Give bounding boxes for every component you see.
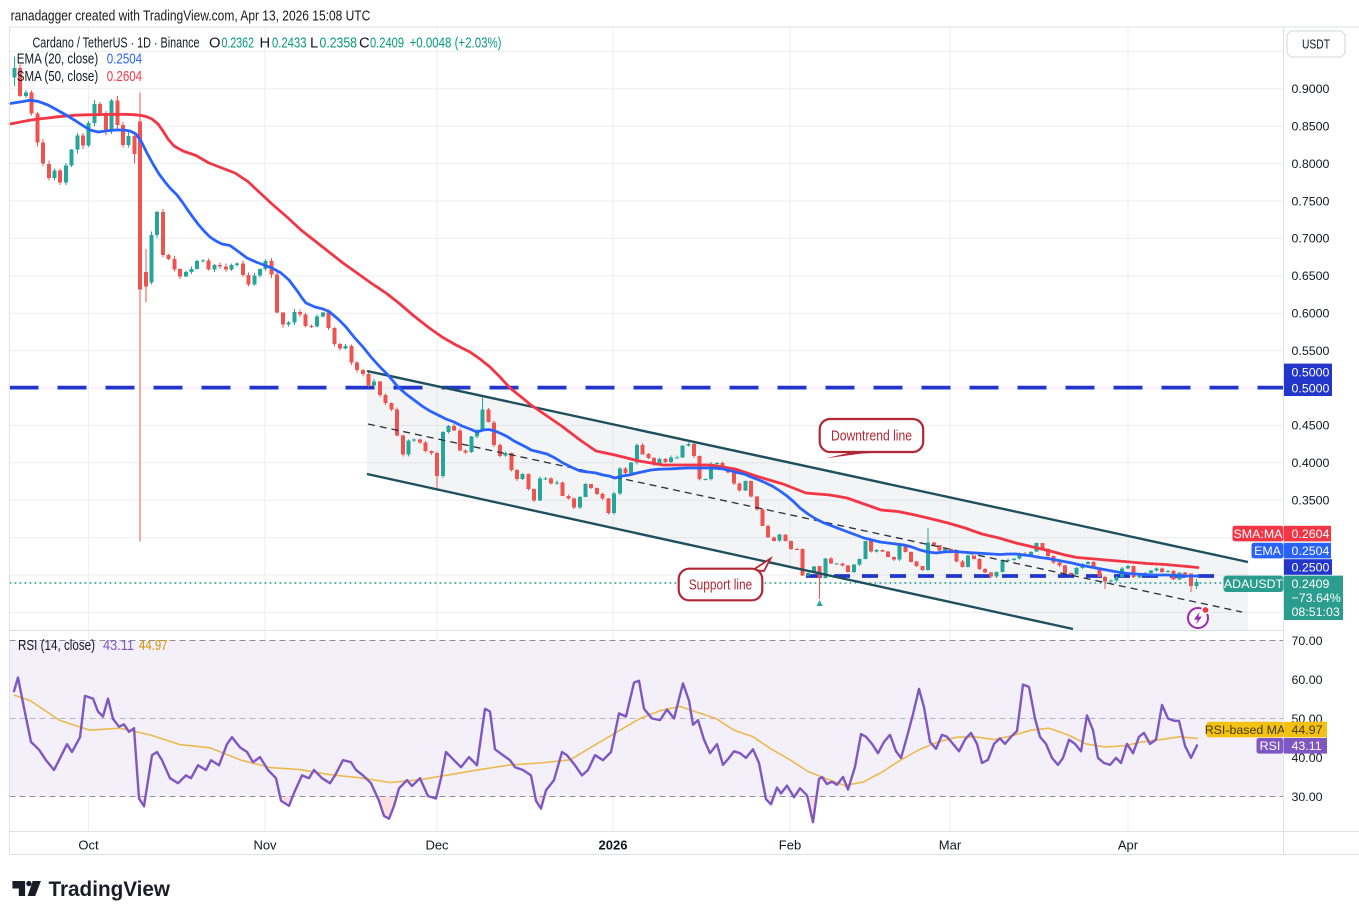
svg-text:Support line: Support line — [689, 578, 753, 594]
svg-text:ADAUSDT: ADAUSDT — [1224, 577, 1284, 591]
svg-text:2026: 2026 — [599, 837, 628, 852]
svg-text:0.8000: 0.8000 — [1292, 157, 1330, 171]
svg-text:08:51:03: 08:51:03 — [1292, 605, 1340, 619]
svg-text:0.2504: 0.2504 — [1292, 544, 1330, 558]
svg-text:0.6500: 0.6500 — [1292, 269, 1330, 283]
svg-text:Mar: Mar — [939, 837, 962, 852]
svg-text:RSI: RSI — [1260, 739, 1281, 753]
svg-text:Oct: Oct — [78, 837, 99, 852]
svg-text:0.7000: 0.7000 — [1292, 232, 1330, 246]
svg-text:0.7500: 0.7500 — [1292, 194, 1330, 208]
svg-text:0.5500: 0.5500 — [1292, 344, 1330, 358]
svg-text:60.00: 60.00 — [1292, 673, 1323, 687]
svg-text:SMA (50, close)0.2604: SMA (50, close) 0.2604 — [17, 69, 142, 85]
svg-text:0.4500: 0.4500 — [1292, 419, 1330, 433]
svg-text:Nov: Nov — [253, 837, 277, 852]
svg-text:30.00: 30.00 — [1292, 790, 1323, 804]
svg-text:0.2500: 0.2500 — [1292, 560, 1330, 574]
svg-text:Downtrend line: Downtrend line — [831, 429, 912, 445]
svg-text:0.6000: 0.6000 — [1292, 307, 1330, 321]
svg-text:70.00: 70.00 — [1292, 634, 1323, 648]
svg-text:0.4000: 0.4000 — [1292, 456, 1330, 470]
svg-text:Cardano / TetherUS · 1D · Bina: Cardano / TetherUS · 1D · Binance O0.2362… — [33, 35, 502, 51]
svg-text:0.5000: 0.5000 — [1292, 381, 1330, 395]
svg-text:RSI-based MA: RSI-based MA — [1205, 723, 1286, 737]
svg-text:0.8500: 0.8500 — [1292, 120, 1330, 134]
svg-text:TradingView: TradingView — [49, 877, 171, 901]
svg-text:USDT: USDT — [1302, 37, 1330, 52]
svg-text:0.2409: 0.2409 — [1292, 577, 1330, 591]
svg-text:0.5000: 0.5000 — [1292, 365, 1330, 379]
svg-text:0.9000: 0.9000 — [1292, 82, 1330, 96]
svg-text:Apr: Apr — [1118, 837, 1139, 852]
svg-text:44.97: 44.97 — [1292, 723, 1323, 737]
svg-text:Feb: Feb — [779, 837, 801, 852]
svg-text:ranadagger created with Tradin: ranadagger created with TradingView.com,… — [11, 8, 371, 24]
svg-text:Dec: Dec — [425, 837, 449, 852]
svg-text:0.2604: 0.2604 — [1292, 527, 1330, 541]
svg-text:EMA (20, close)0.2504: EMA (20, close) 0.2504 — [17, 51, 142, 67]
svg-text:0.3500: 0.3500 — [1292, 494, 1330, 508]
svg-text:SMA:MA: SMA:MA — [1234, 527, 1284, 541]
svg-text:43.11: 43.11 — [1292, 739, 1322, 753]
svg-text:−73.64%: −73.64% — [1292, 591, 1341, 605]
svg-text:40.00: 40.00 — [1292, 751, 1323, 765]
svg-text:EMA: EMA — [1254, 544, 1282, 558]
